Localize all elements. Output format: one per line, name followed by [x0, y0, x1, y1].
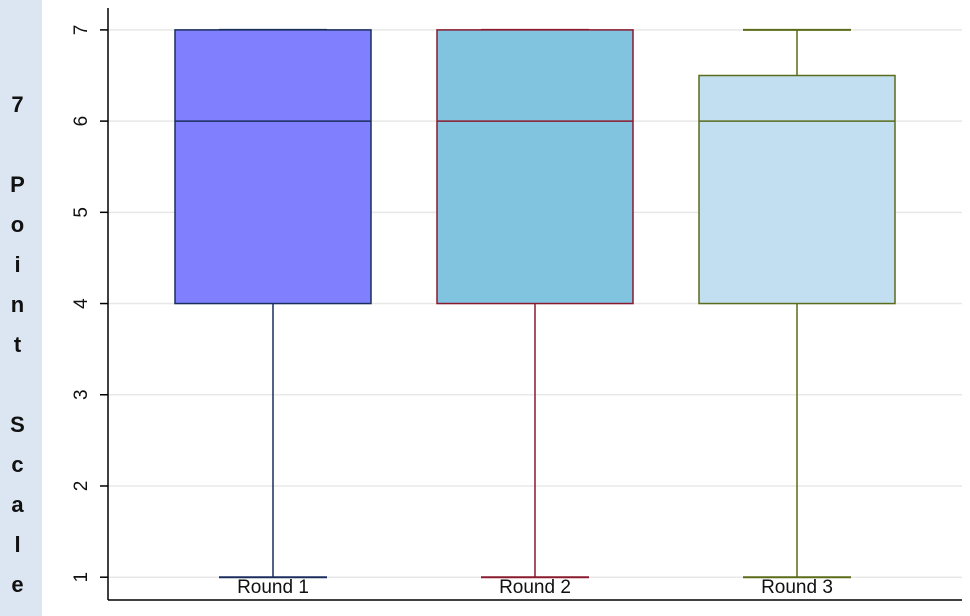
y-tick-label: 6: [71, 116, 92, 127]
y-tick-label: 1: [71, 572, 92, 583]
label-strip: [0, 0, 42, 616]
y-tick-label: 3: [71, 389, 92, 400]
y-axis-label: 7 Point Scale: [5, 92, 30, 612]
box: [436, 29, 634, 305]
x-tick-label: Round 1: [237, 577, 309, 598]
x-tick-label: Round 2: [499, 577, 571, 598]
y-tick-label: 2: [71, 481, 92, 492]
y-tick-label: 7: [71, 25, 92, 36]
x-tick-label: Round 3: [761, 577, 833, 598]
y-tick-label: 4: [71, 298, 92, 309]
y-tick-label: 5: [71, 207, 92, 218]
box: [698, 74, 896, 305]
box: [174, 29, 372, 305]
